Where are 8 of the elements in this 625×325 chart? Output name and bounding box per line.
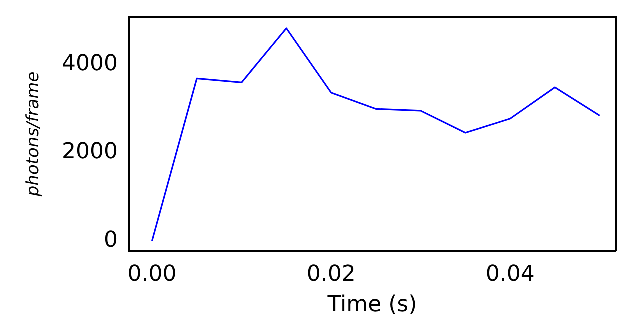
y-tick-label: 4000 — [62, 51, 118, 76]
x-tick-label: 0.02 — [306, 262, 356, 288]
y-tick-label: 2000 — [62, 140, 118, 165]
x-axis-title: Time (s) — [326, 292, 418, 318]
y-tick-label: 0 — [104, 228, 118, 253]
x-tick-label: 0.04 — [486, 262, 535, 288]
x-tick-label: 0.00 — [128, 262, 177, 288]
y-axis-title: photons/frame — [23, 72, 44, 198]
